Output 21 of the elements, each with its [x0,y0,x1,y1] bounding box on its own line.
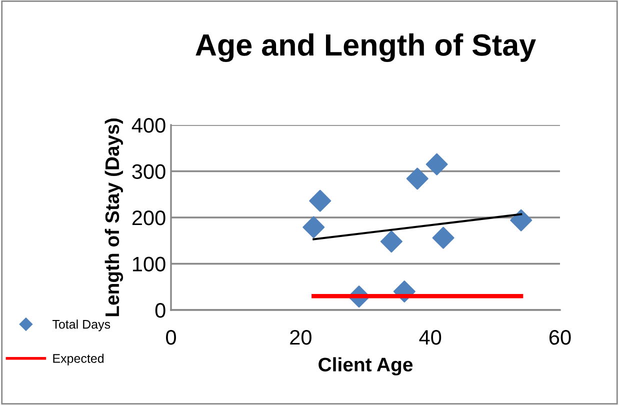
y-tick-label: 300 [132,164,166,180]
y-tick-label: 100 [132,256,166,272]
chart-title: Age and Length of Stay [196,33,536,62]
y-axis-title: Length of Stay (Days) [104,118,124,316]
x-tick-label: 20 [290,330,312,345]
x-tick-label: 40 [419,330,442,345]
point [426,153,448,176]
point [406,168,428,190]
point [380,230,402,253]
point [432,226,454,249]
point [510,209,532,232]
legend-label: Total Days [52,320,110,332]
point [302,216,325,238]
x-axis-title: Client Age [318,357,413,376]
y-tick-label: 400 [132,118,166,133]
point [309,190,332,212]
x-tick-label: 60 [549,330,571,345]
y-tick-label: 0 [155,303,166,318]
y-tick-label: 200 [132,210,166,226]
x-tick-label: 0 [166,330,176,345]
legend-label: Expected [53,354,104,366]
